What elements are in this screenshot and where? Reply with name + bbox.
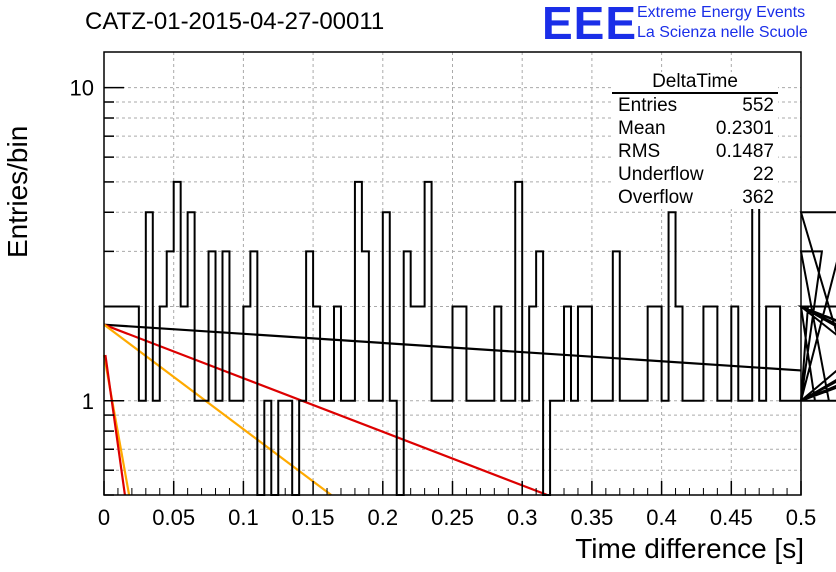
stats-row: Entries 552 (612, 94, 778, 117)
fit-line (103, 323, 548, 497)
y-axis-label: Entries/bin (2, 125, 33, 258)
plot-title: CATZ-01-2015-04-27-00011 (85, 8, 385, 35)
stats-row: Overflow 362 (612, 186, 778, 209)
stats-label: Underflow (618, 164, 704, 185)
histogram-outline (104, 135, 836, 496)
stats-label: Overflow (618, 187, 693, 208)
x-tick-label: 0.5 (786, 505, 817, 530)
axis-ticks (103, 86, 802, 496)
stats-value: 0.1487 (715, 141, 774, 162)
x-tick-label: 0.4 (646, 505, 677, 530)
stats-value: 552 (742, 95, 774, 116)
y-tick-label: 10 (70, 76, 94, 101)
stats-label: RMS (618, 141, 661, 162)
stats-value: 22 (752, 164, 774, 185)
stats-value: 0.2301 (715, 118, 774, 139)
logo-line-2: La Scienza nelle Scuole (637, 24, 808, 41)
stats-label: Entries (618, 95, 678, 116)
fit-line (103, 323, 332, 496)
x-tick-label: 0.15 (292, 505, 335, 530)
x-tick-label: 0.05 (152, 505, 195, 530)
logo-line-1: Extreme Energy Events (637, 4, 806, 21)
stats-row: Underflow 22 (612, 163, 778, 186)
tick-labels: 0 0.05 0.1 0.15 0.2 0.25 0.3 0.35 0.4 0.45 0.5 1 10 (70, 76, 817, 530)
stats-box: DeltaTime Entries 552 Mean 0.2301 RMS 0.1487 U… (612, 72, 778, 209)
x-tick-label: 0.3 (507, 505, 538, 530)
stats-value: 362 (742, 187, 774, 208)
stats-rows: Entries 552 Mean 0.2301 RMS 0.1487 Underflow 22… (612, 94, 778, 209)
x-tick-label: 0.1 (228, 505, 259, 530)
stats-label: Mean (618, 118, 666, 139)
y-tick-label: 1 (82, 389, 94, 414)
logo-letters: EEE (542, 0, 638, 49)
stats-row: Mean 0.2301 (612, 117, 778, 140)
stats-row: RMS 0.1487 (612, 140, 778, 163)
x-tick-label: 0.25 (431, 505, 474, 530)
fit-line (104, 354, 126, 496)
x-axis-label: Time difference [s] (575, 533, 804, 564)
stats-title: DeltaTime (612, 72, 778, 94)
fit-lines (102, 323, 802, 497)
grid (104, 52, 801, 495)
x-tick-label: 0.35 (570, 505, 613, 530)
x-tick-label: 0.45 (710, 505, 753, 530)
x-tick-label: 0.2 (368, 505, 399, 530)
x-tick-label: 0 (98, 505, 110, 530)
